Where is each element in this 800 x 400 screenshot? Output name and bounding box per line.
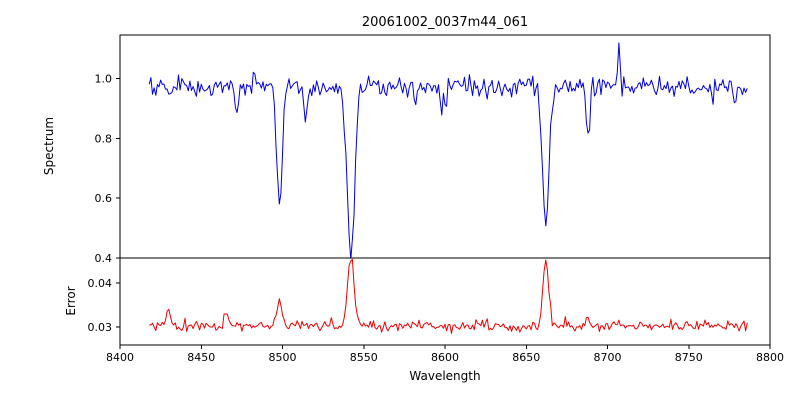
spectrum-y-tick-label: 0.6 xyxy=(95,192,113,205)
error-y-tick-label: 0.04 xyxy=(88,277,113,290)
x-tick-label: 8550 xyxy=(350,351,378,364)
x-tick-label: 8750 xyxy=(675,351,703,364)
error-line xyxy=(149,258,748,334)
x-tick-label: 8500 xyxy=(269,351,297,364)
x-tick-label: 8800 xyxy=(756,351,784,364)
error-panel-border xyxy=(119,257,771,346)
x-tick-label: 8450 xyxy=(187,351,215,364)
x-tick-label: 8700 xyxy=(594,351,622,364)
x-tick-label: 8600 xyxy=(431,351,459,364)
spectrum-y-tick-label: 1.0 xyxy=(95,72,113,85)
spectrum-y-tick-label: 0.8 xyxy=(95,132,113,145)
plot-title: 20061002_0037m44_061 xyxy=(361,15,529,30)
error-y-tick-label: 0.03 xyxy=(88,321,113,334)
spectrum-y-tick-label: 0.4 xyxy=(95,252,113,265)
spectrum-panel-border xyxy=(119,34,771,259)
x-axis-label: Wavelength xyxy=(409,369,481,383)
x-tick-label: 8650 xyxy=(512,351,540,364)
spectrum-line xyxy=(148,42,748,258)
x-tick-label: 8400 xyxy=(106,351,134,364)
